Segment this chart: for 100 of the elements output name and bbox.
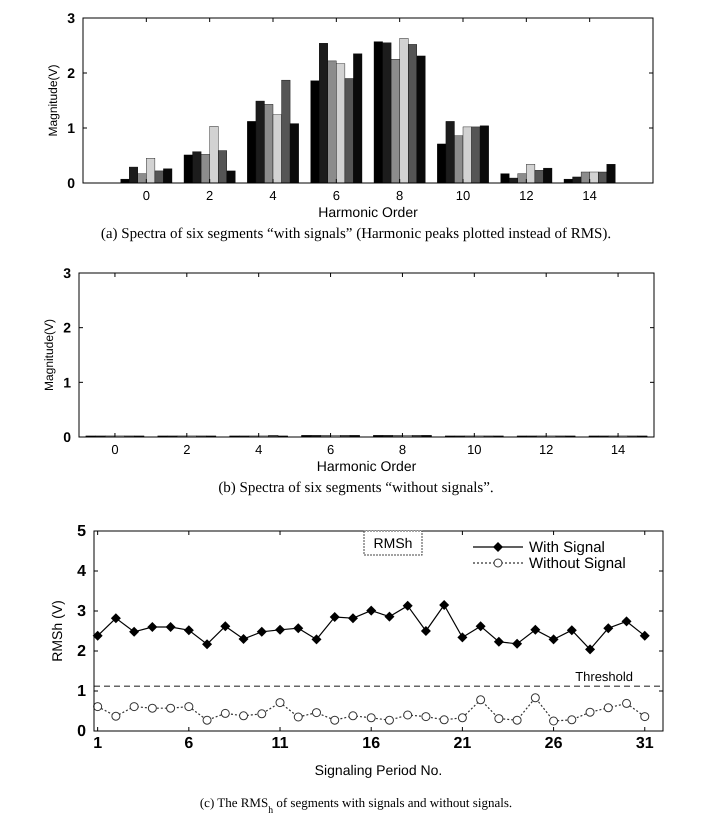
point bbox=[312, 708, 321, 718]
point bbox=[622, 616, 632, 626]
text: (a) Spectra of six segments “with signals” (Harmonic peaks plotted instead of RMS). bbox=[100, 226, 612, 242]
point bbox=[640, 712, 650, 722]
x-tick-label: 16 bbox=[362, 735, 380, 752]
point bbox=[548, 634, 559, 644]
point bbox=[275, 624, 286, 635]
y-tick-label: 0 bbox=[63, 429, 72, 445]
point bbox=[384, 612, 394, 622]
point bbox=[294, 712, 303, 722]
y-tick-label: 0 bbox=[77, 723, 86, 740]
point bbox=[549, 716, 558, 726]
x-tick-label: 4 bbox=[269, 188, 277, 203]
point bbox=[530, 693, 540, 702]
y-tick-label: 1 bbox=[77, 683, 86, 700]
y-tick-label: 4 bbox=[77, 563, 86, 580]
point bbox=[166, 622, 176, 632]
x-tick-label: 21 bbox=[453, 735, 472, 752]
y-axis-title: RMSh (V) bbox=[49, 600, 65, 662]
point bbox=[566, 625, 577, 636]
point bbox=[530, 624, 540, 635]
point bbox=[330, 612, 340, 622]
x-tick-label: 1 bbox=[93, 735, 102, 752]
point bbox=[348, 711, 358, 720]
point bbox=[257, 709, 266, 718]
point bbox=[93, 702, 102, 712]
y-tick-label: 2 bbox=[77, 643, 86, 660]
x-tick-label: 10 bbox=[456, 188, 470, 203]
x-tick-label: 12 bbox=[538, 442, 554, 457]
y-tick-label: 1 bbox=[67, 120, 76, 136]
x-tick-label: 10 bbox=[467, 442, 482, 457]
point bbox=[494, 636, 504, 647]
y-tick-label: 3 bbox=[67, 10, 76, 26]
point bbox=[220, 708, 230, 718]
y-axis-title: Magnitude(V) bbox=[42, 318, 56, 392]
point bbox=[604, 703, 613, 712]
point bbox=[403, 710, 412, 720]
point bbox=[640, 630, 650, 641]
point bbox=[330, 716, 340, 725]
x-tick-label: 0 bbox=[111, 442, 119, 457]
point bbox=[603, 623, 614, 634]
x-tick-label: 14 bbox=[610, 442, 626, 457]
point bbox=[202, 716, 212, 725]
x-tick-label: 6 bbox=[332, 188, 340, 203]
legend-label: Without Signal bbox=[529, 555, 626, 572]
point bbox=[220, 621, 230, 632]
x-tick-label: 4 bbox=[255, 442, 262, 457]
point bbox=[239, 711, 248, 720]
y-tick-label: 1 bbox=[63, 374, 72, 390]
point bbox=[130, 702, 139, 712]
x-tick-label: 11 bbox=[272, 735, 289, 752]
point bbox=[111, 712, 120, 721]
point bbox=[293, 623, 304, 634]
point bbox=[622, 698, 632, 708]
point bbox=[348, 613, 358, 624]
point bbox=[512, 638, 522, 649]
text: (b) Spectra of six segments “without signals”. bbox=[218, 480, 494, 496]
point bbox=[366, 606, 376, 616]
point bbox=[148, 704, 157, 713]
point bbox=[129, 626, 140, 637]
x-tick-label: 8 bbox=[398, 442, 406, 457]
x-axis-title: Signaling Period No. bbox=[314, 762, 442, 778]
point bbox=[92, 630, 103, 641]
point bbox=[440, 715, 449, 724]
point bbox=[238, 634, 249, 644]
point bbox=[311, 634, 322, 644]
legend-label: With Signal bbox=[529, 539, 605, 556]
x-axis-title: Harmonic Order bbox=[318, 204, 418, 220]
point bbox=[476, 621, 486, 632]
point bbox=[420, 626, 431, 636]
point bbox=[476, 695, 486, 704]
y-tick-label: 2 bbox=[67, 65, 76, 81]
x-tick-label: 31 bbox=[636, 735, 654, 752]
point bbox=[586, 708, 595, 717]
point bbox=[166, 704, 176, 713]
y-tick-label: 0 bbox=[67, 175, 76, 191]
y-tick-label: 5 bbox=[77, 523, 86, 540]
x-tick-label: 12 bbox=[519, 188, 534, 203]
point bbox=[421, 712, 430, 722]
x-tick-label: 8 bbox=[396, 188, 404, 203]
point bbox=[184, 702, 194, 712]
y-tick-label: 2 bbox=[63, 320, 72, 336]
point bbox=[458, 713, 467, 722]
y-tick-label: 3 bbox=[77, 603, 86, 620]
x-tick-label: 2 bbox=[183, 442, 190, 457]
x-tick-label: 6 bbox=[184, 735, 194, 752]
ref-line-label: Threshold bbox=[575, 669, 633, 684]
point bbox=[147, 622, 158, 632]
point bbox=[402, 600, 413, 611]
y-axis-title: Magnitude(V) bbox=[46, 64, 60, 137]
x-tick-label: 26 bbox=[544, 735, 563, 752]
x-axis-title: Harmonic Order bbox=[316, 458, 417, 474]
point bbox=[384, 716, 394, 725]
point bbox=[110, 613, 121, 624]
point bbox=[457, 632, 468, 642]
point bbox=[439, 600, 450, 610]
point bbox=[366, 713, 376, 722]
x-tick-label: 2 bbox=[206, 188, 214, 203]
y-tick-label: 3 bbox=[63, 265, 72, 281]
point bbox=[276, 698, 285, 708]
